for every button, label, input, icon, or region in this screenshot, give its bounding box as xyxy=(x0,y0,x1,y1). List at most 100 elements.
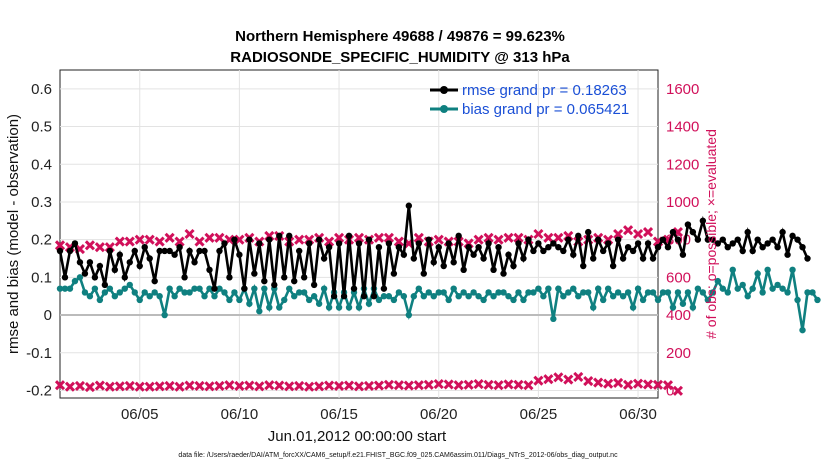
bias-point xyxy=(689,304,697,311)
obs-evaluated-point xyxy=(413,380,424,391)
bias-point xyxy=(629,304,637,311)
bias-point xyxy=(694,285,702,292)
rmse-point xyxy=(236,251,243,258)
rmse-point xyxy=(380,285,388,292)
bias-point xyxy=(609,293,617,300)
bias-point xyxy=(206,285,213,292)
x-tick-label: 06/10 xyxy=(221,406,259,423)
obs-evaluated-point xyxy=(672,385,683,396)
rmse-point xyxy=(709,236,717,243)
rmse-point xyxy=(226,274,233,281)
obs-possible-stroke xyxy=(633,228,644,240)
obs-evaluated-stroke xyxy=(453,380,464,391)
obs-possible-stroke xyxy=(373,232,384,243)
obs-possible-point xyxy=(164,232,175,243)
bias-point xyxy=(784,289,791,296)
obs-evaluated-point xyxy=(513,379,524,390)
bias-point xyxy=(440,289,447,296)
obs-possible-point xyxy=(94,242,105,253)
bias-point xyxy=(71,277,79,285)
obs-evaluated-stroke xyxy=(633,378,644,389)
obs-evaluated-point xyxy=(294,380,305,391)
bias-point xyxy=(804,289,811,296)
rmse-point xyxy=(335,240,343,247)
y2-tick-label: 1600 xyxy=(666,81,699,98)
obs-possible-stroke xyxy=(124,236,135,247)
rmse-point xyxy=(629,247,637,255)
obs-possible-point xyxy=(134,234,145,245)
rmse-point xyxy=(355,240,363,247)
rmse-point xyxy=(66,247,74,255)
obs-evaluated-stroke xyxy=(294,380,305,391)
obs-evaluated-point xyxy=(433,378,444,390)
y-tick-label: -0.1 xyxy=(26,345,52,362)
obs-evaluated-stroke xyxy=(214,380,225,391)
y2-tick-label: 600 xyxy=(666,269,691,286)
bias-point xyxy=(595,285,602,292)
rmse-point xyxy=(644,240,652,247)
bias-point xyxy=(211,293,218,300)
obs-evaluated-stroke xyxy=(184,380,195,391)
bias-point xyxy=(729,266,736,274)
obs-possible-stroke xyxy=(214,232,225,243)
rmse-point xyxy=(136,262,143,270)
obs-possible-point xyxy=(533,228,544,240)
rmse-point xyxy=(141,243,148,251)
obs-evaluated-stroke xyxy=(393,380,404,391)
rmse-point xyxy=(729,240,736,247)
bias-point xyxy=(415,285,422,292)
obs-possible-stroke xyxy=(234,234,245,245)
obs-evaluated-point xyxy=(603,378,614,389)
bias-point xyxy=(475,293,482,300)
bias-point xyxy=(410,293,418,300)
obs-evaluated-stroke xyxy=(553,372,564,383)
bias-point xyxy=(699,289,707,296)
rmse-point xyxy=(535,240,542,247)
obs-evaluated-point xyxy=(124,380,135,391)
obs-evaluated-point xyxy=(324,380,335,391)
rmse-point xyxy=(570,251,577,258)
rmse-point xyxy=(495,243,502,251)
obs-evaluated-stroke xyxy=(672,385,683,396)
obs-evaluated-stroke xyxy=(363,380,375,391)
obs-evaluated-stroke xyxy=(134,381,145,392)
rmse-point xyxy=(699,217,707,225)
rmse-point xyxy=(550,240,557,247)
bias-point xyxy=(470,289,477,296)
obs-evaluated-stroke xyxy=(563,374,574,385)
bias-point xyxy=(639,296,647,304)
y-tick-label: 0.1 xyxy=(31,269,52,286)
rmse-point xyxy=(619,255,627,262)
rmse-point xyxy=(445,240,452,247)
rmse-point xyxy=(480,255,487,262)
rmse-point xyxy=(764,240,771,247)
rmse-point xyxy=(475,243,482,251)
obs-evaluated-stroke xyxy=(463,379,474,390)
rmse-point xyxy=(485,240,492,247)
obs-evaluated-stroke xyxy=(483,379,494,390)
rmse-point xyxy=(754,236,761,243)
obs-possible-stroke xyxy=(503,232,514,243)
rmse-point xyxy=(505,251,512,258)
rmse-point xyxy=(440,262,447,270)
bias-point xyxy=(96,296,104,304)
bias-point xyxy=(146,293,153,300)
rmse-point xyxy=(296,247,303,255)
rmse-point xyxy=(784,251,791,258)
bias-point xyxy=(325,304,333,311)
bias-point xyxy=(231,289,238,296)
rmse-point xyxy=(320,255,328,262)
bias-point xyxy=(305,296,313,304)
obs-evaluated-stroke xyxy=(513,379,524,390)
obs-possible-stroke xyxy=(533,228,544,240)
bias-point xyxy=(739,281,746,289)
obs-evaluated-stroke xyxy=(543,374,554,385)
bias-point xyxy=(530,289,537,296)
rmse-point xyxy=(799,243,806,251)
y2-tick-label: 1200 xyxy=(666,156,699,173)
bias-point xyxy=(545,285,552,292)
obs-evaluated-stroke xyxy=(54,380,66,391)
obs-evaluated-point xyxy=(244,380,255,391)
obs-possible-point xyxy=(373,232,384,243)
obs-evaluated-point xyxy=(613,377,624,388)
